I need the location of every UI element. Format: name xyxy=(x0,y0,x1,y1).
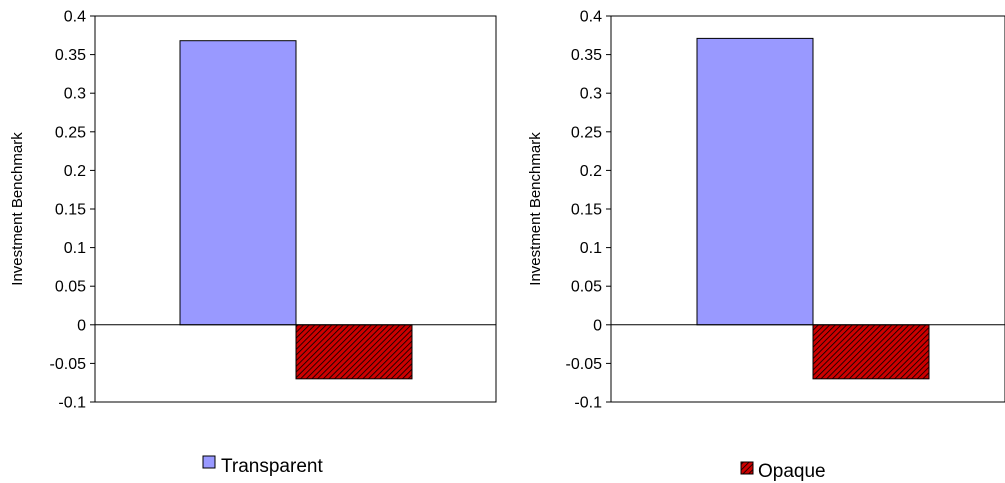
bar-transparent xyxy=(696,37,814,326)
y-tick-label: 0.1 xyxy=(580,240,602,257)
y-tick-label: 0.2 xyxy=(580,163,602,180)
bar-opaque xyxy=(812,324,930,380)
y-tick-label: 0.05 xyxy=(571,279,602,296)
y-tick-label: 0.4 xyxy=(64,9,86,26)
y-tick-label: 0 xyxy=(77,317,86,334)
y-tick-label: 0.3 xyxy=(64,86,86,103)
legend: Opaque xyxy=(740,461,826,482)
y-tick-label: 0.2 xyxy=(64,163,86,180)
chart-panel-1: 0.4 0.35 0.3 0.25 0.2 0.15 0.1 0.05 0 -0.05 -0.1 In… xyxy=(9,9,497,477)
y-tick-label: 0.35 xyxy=(55,47,86,64)
y-tick-label: -0.05 xyxy=(566,356,603,373)
y-axis-title: Investment Benchmark xyxy=(9,132,26,286)
y-tick-label: 0.1 xyxy=(64,240,86,257)
bar-opaque xyxy=(295,324,413,380)
legend-swatch-transparent xyxy=(202,455,216,469)
y-tick-label: -0.05 xyxy=(50,356,87,373)
y-tick-label: -0.1 xyxy=(58,395,86,412)
y-tick-label: -0.1 xyxy=(574,395,602,412)
y-tick-label: 0.15 xyxy=(571,202,602,219)
y-tick-label: 0.35 xyxy=(571,47,602,64)
legend-label-transparent: Transparent xyxy=(221,456,323,477)
y-tick-label: 0.25 xyxy=(571,124,602,141)
y-tick-label: 0.3 xyxy=(580,86,602,103)
bar-transparent xyxy=(179,40,297,326)
y-tick-label: 0.05 xyxy=(55,279,86,296)
legend-label-opaque: Opaque xyxy=(758,461,826,482)
y-axis-title: Investment Benchmark xyxy=(527,132,544,286)
chart-panel-2: 0.4 0.35 0.3 0.25 0.2 0.15 0.1 0.05 0 -0.05 -0.1 In… xyxy=(527,9,1005,482)
y-tick-label: 0.15 xyxy=(55,202,86,219)
charts-root: 0.4 0.35 0.3 0.25 0.2 0.15 0.1 0.05 0 -0.05 -0.1 In… xyxy=(9,9,1005,482)
y-tick-label: 0.4 xyxy=(580,9,602,26)
y-tick-label: 0.25 xyxy=(55,124,86,141)
y-tick-label: 0 xyxy=(593,317,602,334)
legend-swatch-opaque xyxy=(740,461,754,475)
legend: Transparent xyxy=(202,455,323,477)
